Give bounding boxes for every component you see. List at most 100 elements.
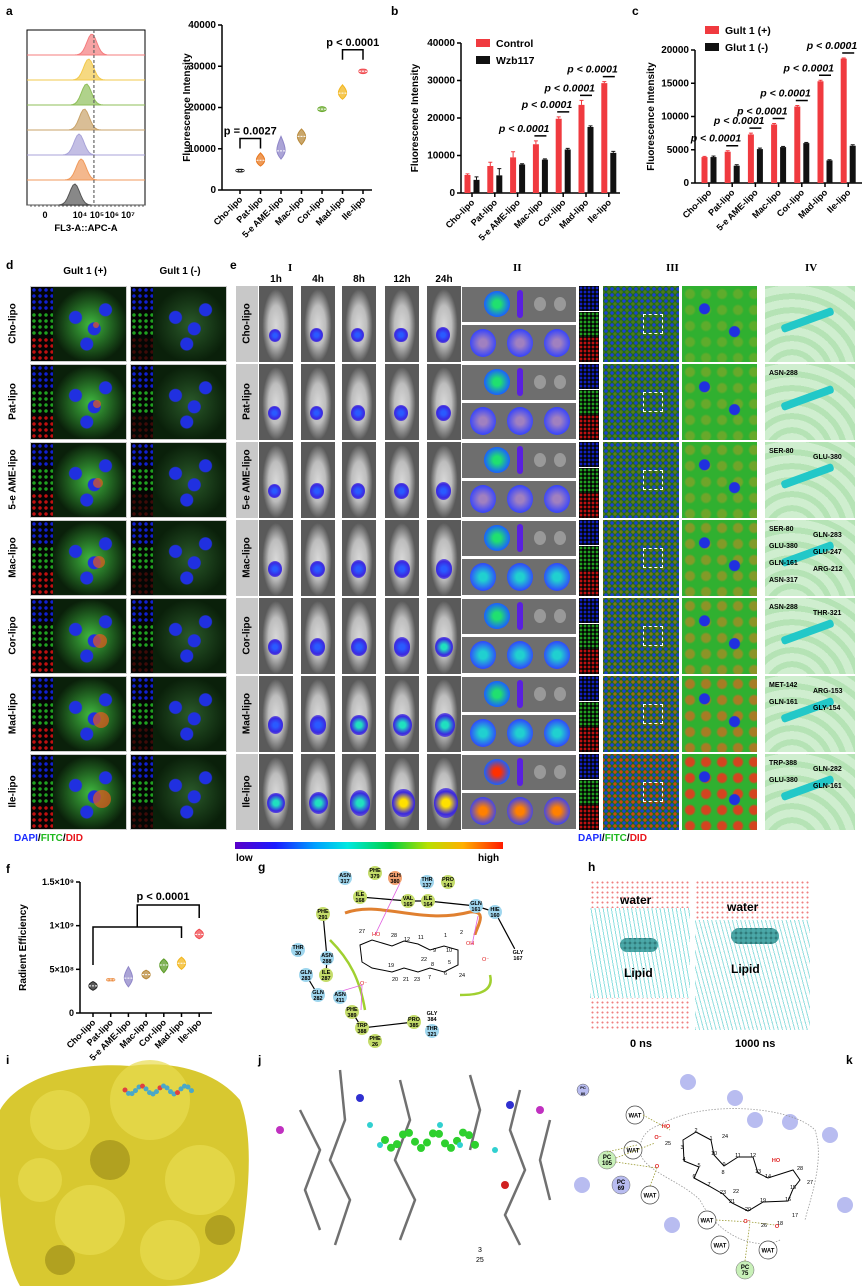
- fluorescence-signal: [434, 788, 458, 818]
- organ-strip-1: [462, 677, 576, 712]
- fitc-channel: [579, 311, 599, 337]
- y-tick-label: 1.5×10⁹: [42, 877, 74, 887]
- x-tick-label: 10⁷: [121, 210, 135, 220]
- pc-label-line: PC: [580, 1085, 586, 1090]
- pc-label: PC 69: [617, 1180, 626, 1192]
- atom-label: 27: [807, 1180, 813, 1186]
- liver-signal: [484, 447, 510, 473]
- fitc-channel: [31, 390, 53, 415]
- fluorescence-signal: [435, 636, 453, 658]
- y-axis-title: Fluorescence Intensity: [646, 62, 657, 171]
- timepoint-header: 4h: [312, 274, 324, 285]
- tissue-overview: [603, 364, 679, 440]
- mouse-imaging-12h: [385, 754, 419, 830]
- fitc-channel: [579, 389, 599, 415]
- fitc-channel: [31, 702, 53, 727]
- liver-signal: [484, 603, 510, 629]
- docking-pose: [765, 286, 855, 362]
- zoom-region-box: [643, 314, 663, 334]
- fitc-channel: [31, 312, 53, 337]
- fluorescence-signal: [394, 327, 408, 343]
- significance-bracket: [136, 904, 200, 927]
- ligand-lipid-interaction: 325: [276, 1069, 552, 1264]
- time-0ns: 0 ns: [630, 1038, 653, 1050]
- atom-label: 27: [359, 929, 365, 935]
- residue-label: ILE 168: [355, 892, 364, 904]
- timepoint-header: 8h: [353, 274, 365, 285]
- atom-label: 9: [722, 1162, 725, 1168]
- atom-label: 6: [444, 971, 447, 977]
- legend-swatch: [476, 56, 490, 64]
- did-channel: [579, 649, 599, 674]
- residue-label: TRP-388: [769, 760, 798, 767]
- residue-label-line: GLY: [513, 950, 524, 956]
- ligand-atom: [381, 1136, 389, 1144]
- dapi-channel: [31, 287, 53, 312]
- atom-label: 28: [797, 1166, 803, 1172]
- tissue-overview: [603, 520, 679, 596]
- h-bond-arrow: [334, 882, 479, 1011]
- pc-label-line: PC: [741, 1265, 750, 1271]
- residue-label-line: PRO: [442, 877, 455, 883]
- water-label: WAT: [714, 1244, 727, 1250]
- residue-node: [338, 871, 352, 885]
- ligand-atom: [423, 1138, 431, 1147]
- protein-surface: [0, 1060, 249, 1286]
- mouse-imaging-1h: [259, 520, 293, 596]
- glut-positive-image: [30, 520, 127, 596]
- significance-bracket: [341, 49, 364, 60]
- sep: /: [37, 833, 41, 844]
- tumor-signal: [507, 407, 533, 435]
- atom-label: 22: [421, 957, 427, 963]
- water-node: [758, 1240, 778, 1260]
- water-node: [623, 1140, 643, 1160]
- ligand-atom: [417, 1143, 425, 1152]
- water-molecule: [492, 1147, 498, 1153]
- water-label: WAT: [644, 1194, 657, 1200]
- fluorescence-signal: [394, 405, 409, 421]
- residue-label-line: 160: [490, 913, 499, 919]
- dapi-channel: [579, 286, 599, 311]
- atom-label: HO: [772, 1158, 781, 1164]
- atom-label: 23: [720, 1190, 726, 1196]
- dapi-channel: [31, 365, 53, 390]
- y-tick-label: 15000: [661, 78, 689, 89]
- atom-label: 5: [448, 960, 451, 966]
- flow-histogram-curve: [27, 33, 145, 56]
- residue-label-line: GLN: [300, 970, 312, 976]
- intensity-colorbar: [235, 842, 503, 849]
- atom-label: 10: [446, 948, 452, 954]
- bar-control: [578, 104, 585, 193]
- residue-label-line: HIE: [490, 907, 500, 913]
- residue-label-line: 379: [370, 874, 379, 880]
- glut-positive-image: [30, 676, 127, 752]
- atom-label: OH: [466, 941, 474, 947]
- panel-label-h: h: [588, 860, 596, 874]
- glut-negative-image: [130, 754, 227, 830]
- dapi-channel: [31, 755, 53, 780]
- fluorescence-signal: [268, 483, 282, 499]
- merged-channel: [53, 599, 126, 673]
- x-tick-label: 10⁶: [105, 210, 119, 220]
- atom-label: 28: [391, 933, 397, 939]
- bar-gult-1-: [840, 58, 847, 183]
- atom-label: 14: [765, 1174, 771, 1180]
- glut-negative-image: [130, 286, 227, 362]
- row-label: 5-e AME-lipo: [241, 449, 253, 510]
- surface-lobe: [30, 1090, 90, 1150]
- residue-node: [320, 951, 334, 965]
- row-label-bg: [236, 364, 258, 440]
- ligand-atom: [122, 1087, 128, 1093]
- sep: /: [626, 833, 630, 844]
- spleen-signal: [517, 602, 523, 630]
- residue-label: GLN-283: [813, 532, 842, 539]
- residue-label: SER-80: [769, 526, 794, 533]
- water-molecule: [437, 1122, 443, 1128]
- residue-label: THR 30: [292, 945, 303, 957]
- fitc-channel: [579, 467, 599, 493]
- fluorescence-signal: [393, 482, 409, 500]
- atom-label: 12: [750, 1153, 756, 1159]
- docking-pose: SER-80 GLN-283 GLU-380 GLU-247 GLN-161 ARG-21…: [765, 520, 855, 596]
- merged-channel: [153, 521, 226, 595]
- bar-glut-1-: [826, 160, 833, 183]
